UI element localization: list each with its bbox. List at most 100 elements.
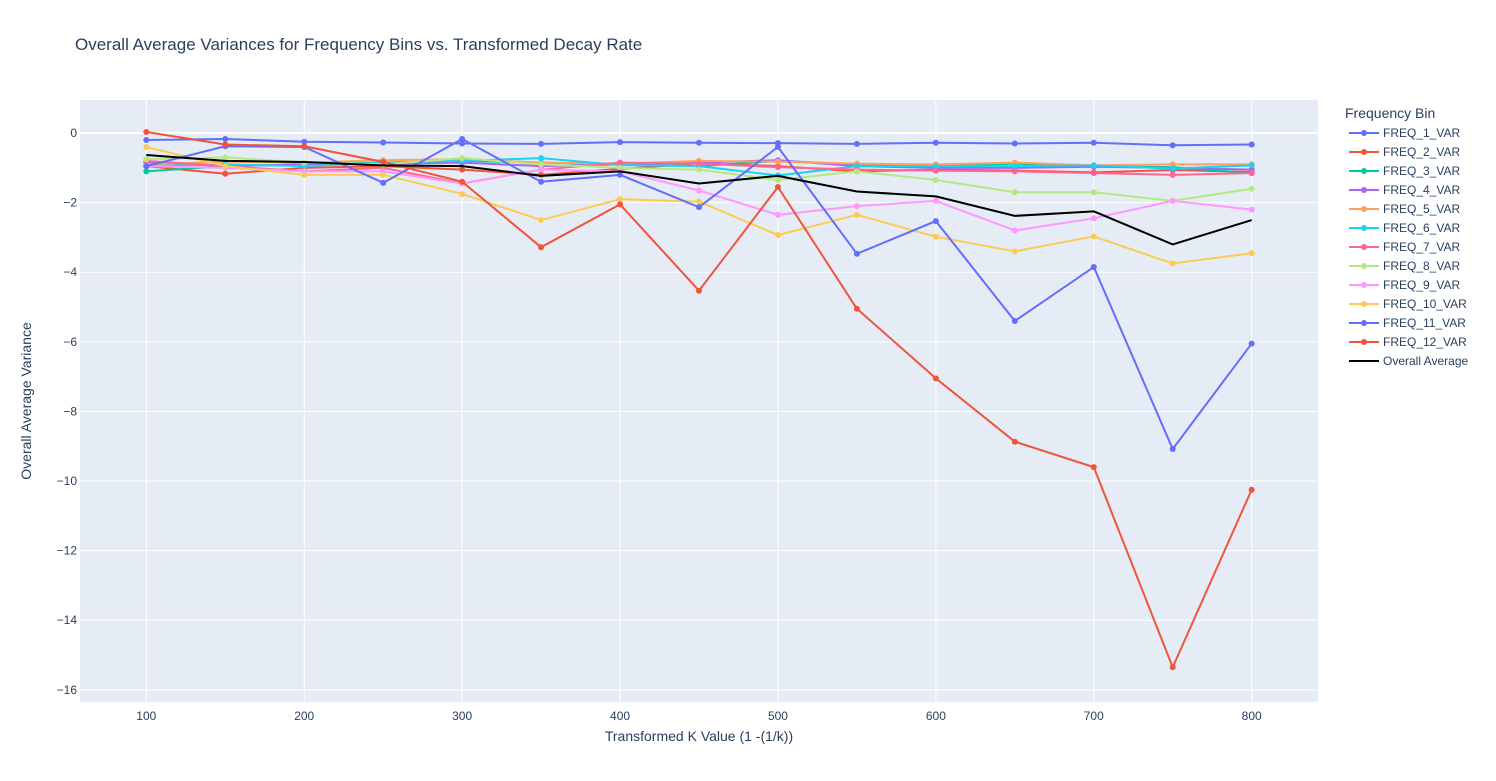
data-point[interactable] [301,171,308,178]
data-point[interactable] [696,139,702,146]
data-point[interactable] [853,203,860,210]
data-point[interactable] [222,170,229,177]
data-point[interactable] [1248,162,1255,169]
data-point[interactable] [1090,139,1097,146]
data-point[interactable] [1169,197,1176,204]
data-point[interactable] [143,143,150,150]
data-point[interactable] [143,168,150,175]
data-point[interactable] [1090,464,1097,471]
data-point[interactable] [459,190,466,197]
data-point[interactable] [853,168,860,175]
data-point[interactable] [538,244,545,251]
data-point[interactable] [853,140,860,147]
data-point[interactable] [538,166,545,173]
data-point[interactable] [1169,142,1176,149]
legend-item[interactable]: FREQ_3_VAR [1349,164,1460,178]
data-point[interactable] [143,129,150,136]
data-point[interactable] [459,140,466,147]
legend-item[interactable]: FREQ_10_VAR [1349,297,1467,311]
data-point[interactable] [617,159,624,166]
data-point[interactable] [932,167,939,174]
data-point[interactable] [1169,171,1176,178]
data-point[interactable] [1011,438,1018,445]
data-point[interactable] [774,177,781,184]
data-point[interactable] [1011,168,1018,175]
data-point[interactable] [1011,248,1018,255]
data-point[interactable] [617,196,624,203]
data-point[interactable] [538,140,545,147]
data-point[interactable] [696,204,702,211]
data-point[interactable] [1248,250,1255,257]
data-point[interactable] [459,166,466,173]
data-point[interactable] [222,163,229,170]
legend-item[interactable]: FREQ_4_VAR [1349,183,1460,197]
data-point[interactable] [1169,260,1176,267]
data-point[interactable] [617,171,624,178]
data-point[interactable] [1011,140,1018,147]
data-point[interactable] [459,178,466,185]
data-point[interactable] [1169,165,1176,172]
data-point[interactable] [774,232,781,239]
data-point[interactable] [932,163,939,170]
data-point[interactable] [696,166,702,173]
data-point[interactable] [1011,227,1018,234]
data-point[interactable] [222,141,229,148]
data-point[interactable] [1248,185,1255,192]
data-point[interactable] [696,187,702,194]
data-point[interactable] [380,158,387,165]
data-point[interactable] [696,160,702,167]
legend-item[interactable]: Overall Average [1349,354,1468,368]
legend-item[interactable]: FREQ_11_VAR [1349,316,1466,330]
data-point[interactable] [932,197,939,204]
data-point[interactable] [1011,189,1018,196]
data-point[interactable] [380,171,387,178]
data-point[interactable] [932,177,939,184]
data-point[interactable] [1169,664,1176,671]
legend-item[interactable]: FREQ_7_VAR [1349,240,1460,254]
data-point[interactable] [696,287,702,294]
data-point[interactable] [932,218,939,225]
data-point[interactable] [1011,317,1018,324]
data-point[interactable] [1090,189,1097,196]
data-point[interactable] [1090,170,1097,177]
data-point[interactable] [380,139,387,146]
legend-item[interactable]: FREQ_1_VAR [1349,126,1460,140]
data-point[interactable] [774,211,781,218]
legend-item[interactable]: FREQ_9_VAR [1349,278,1460,292]
data-point[interactable] [932,375,939,382]
data-point[interactable] [538,161,545,168]
data-point[interactable] [143,163,150,170]
data-point[interactable] [459,135,466,142]
data-point[interactable] [143,137,150,144]
legend-item[interactable]: FREQ_8_VAR [1349,259,1460,273]
legend-item[interactable]: FREQ_5_VAR [1349,202,1460,216]
data-point[interactable] [1248,141,1255,148]
data-point[interactable] [1248,340,1255,347]
data-point[interactable] [853,211,860,218]
data-point[interactable] [380,179,387,186]
data-point[interactable] [617,201,624,208]
data-point[interactable] [1169,161,1176,168]
data-point[interactable] [696,198,702,205]
data-point[interactable] [538,178,545,185]
legend-item[interactable]: FREQ_6_VAR [1349,221,1460,235]
data-point[interactable] [774,183,781,190]
data-point[interactable] [1090,233,1097,240]
data-point[interactable] [1248,486,1255,493]
data-point[interactable] [853,305,860,312]
data-point[interactable] [932,233,939,240]
data-point[interactable] [1248,206,1255,213]
data-point[interactable] [301,143,308,150]
data-point[interactable] [1248,170,1255,177]
legend-item[interactable]: FREQ_12_VAR [1349,335,1467,349]
data-point[interactable] [538,217,545,224]
data-point[interactable] [774,143,781,150]
data-point[interactable] [1169,446,1176,453]
legend-item[interactable]: FREQ_2_VAR [1349,145,1460,159]
data-point[interactable] [617,139,624,146]
data-point[interactable] [301,138,308,145]
data-point[interactable] [774,164,781,171]
data-point[interactable] [538,155,545,162]
data-point[interactable] [774,158,781,165]
data-point[interactable] [932,139,939,146]
